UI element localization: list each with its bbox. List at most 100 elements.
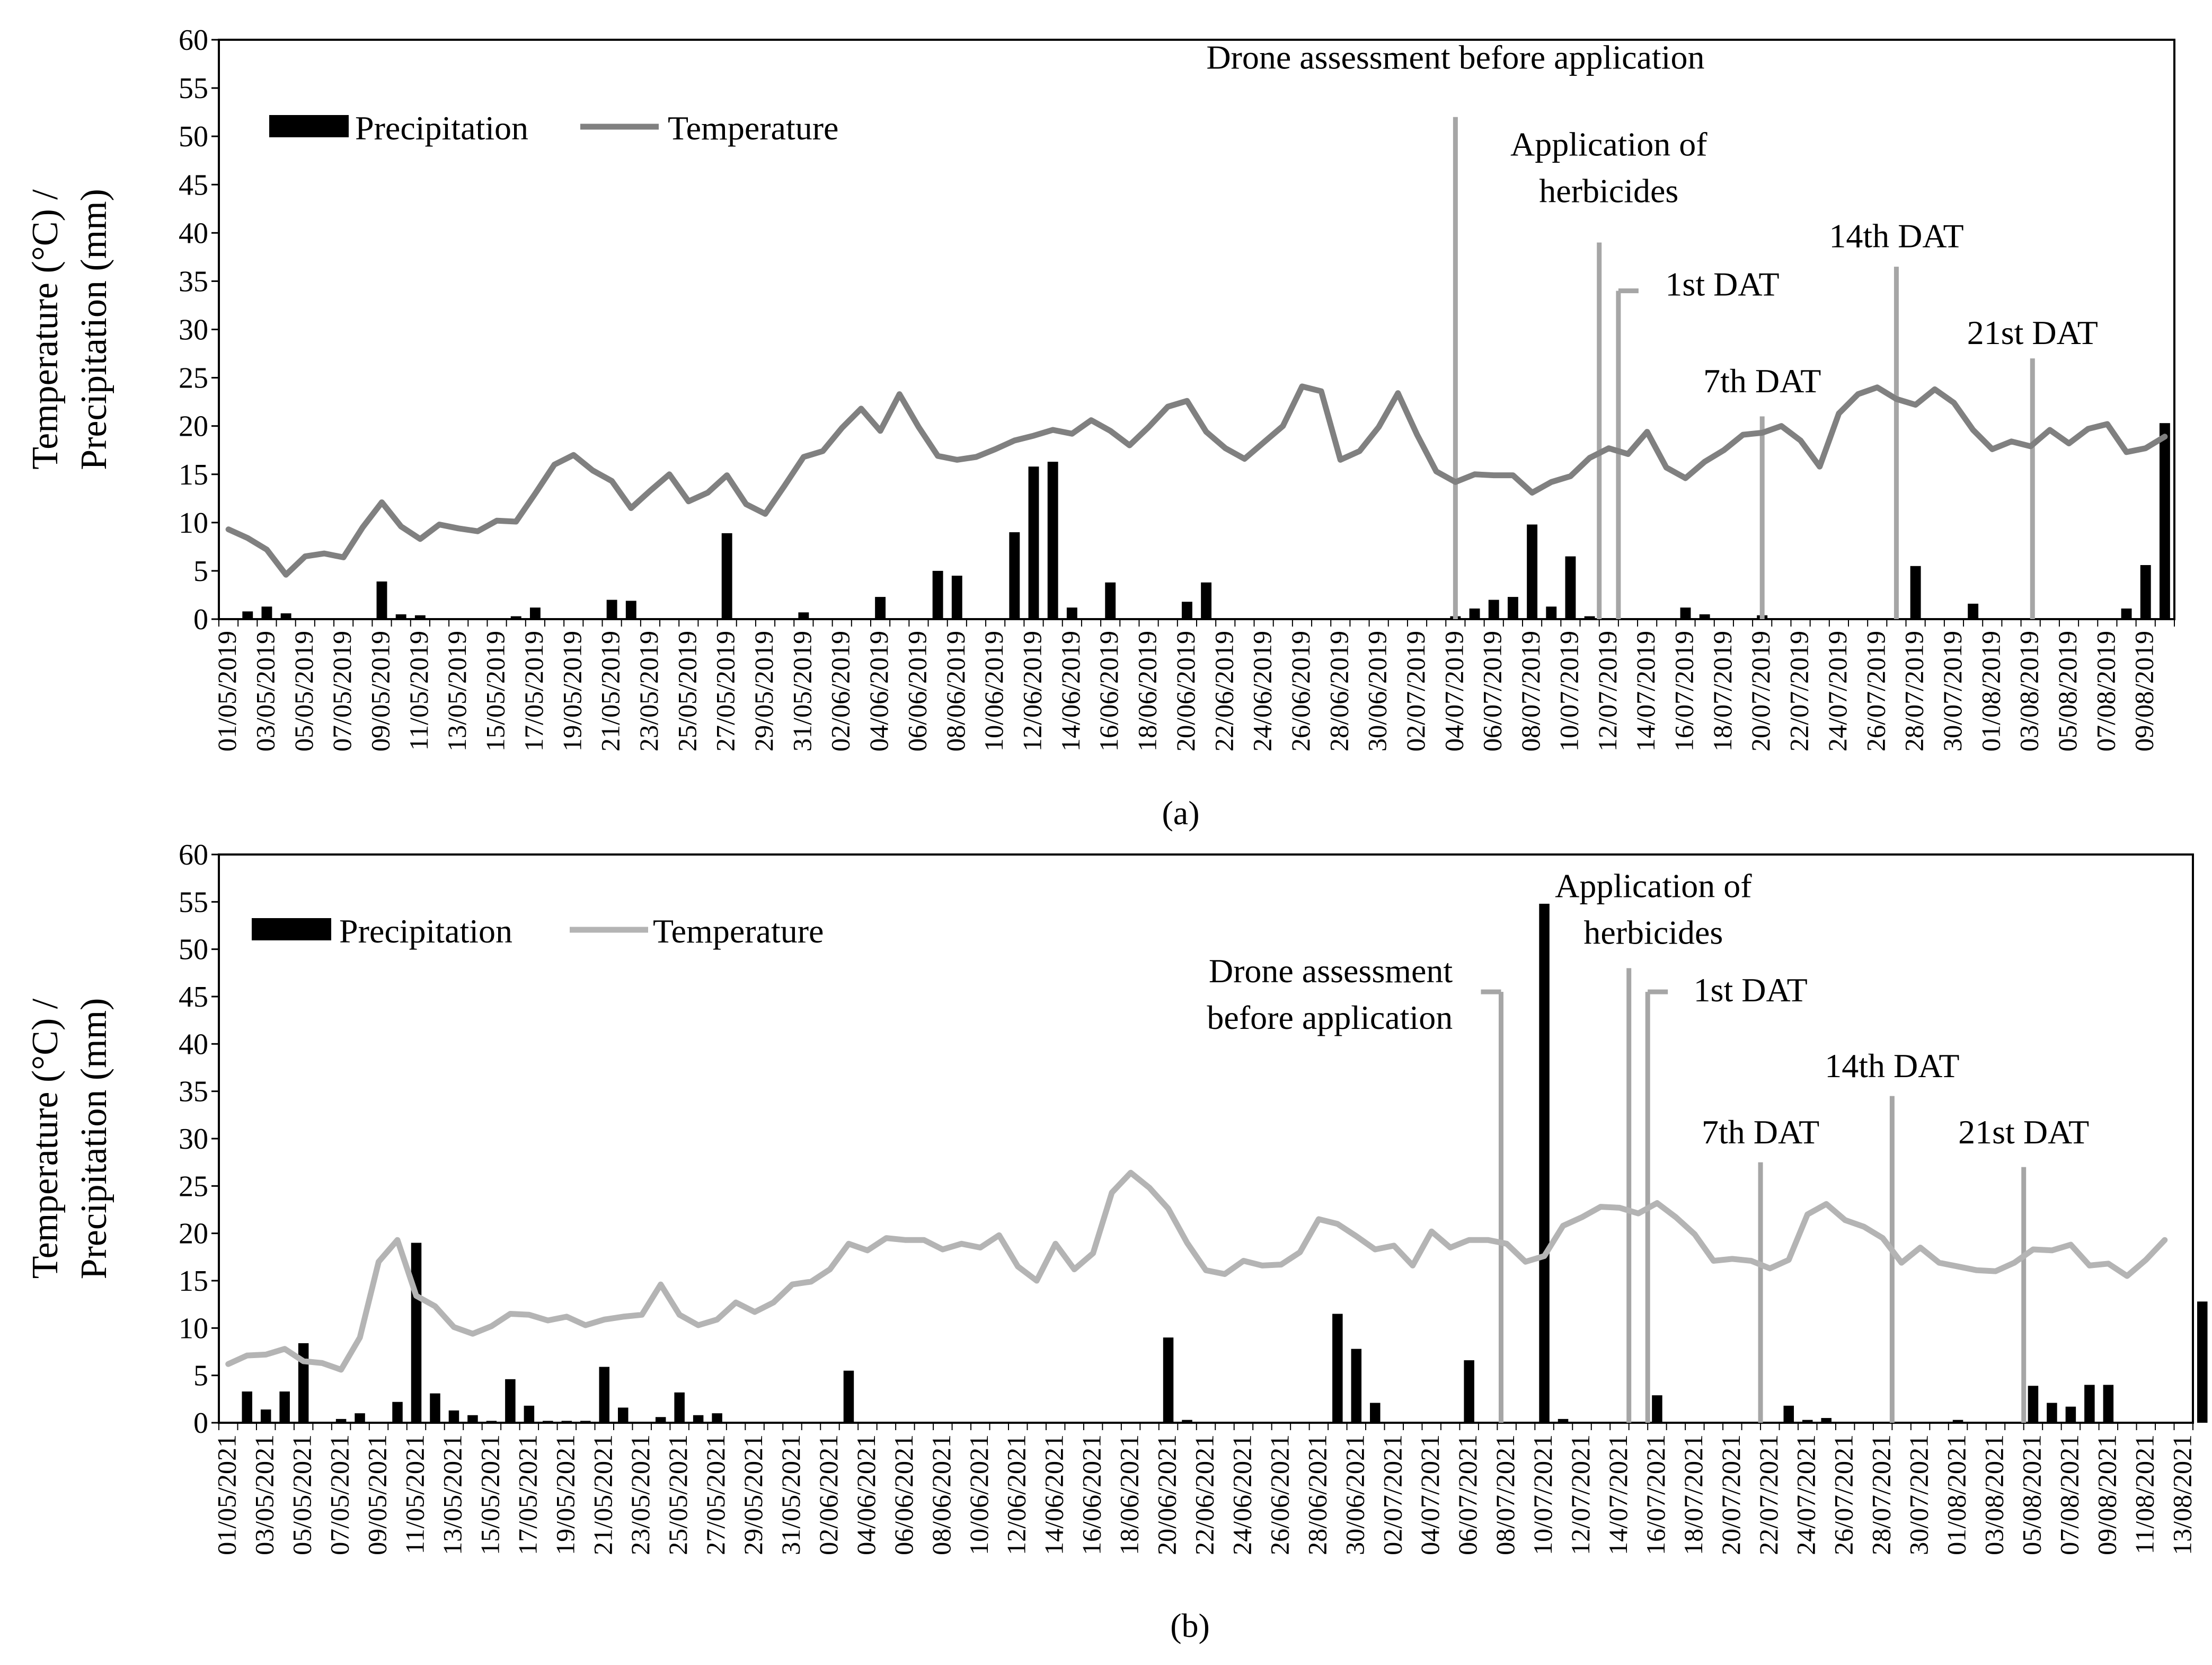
panel-a-precip-bar [2159,423,2170,619]
panel-b-precip-bar [2103,1385,2114,1423]
panel-b-precip-bar [260,1409,271,1423]
panel-b-xtick-label: 14/07/2021 [1603,1434,1633,1555]
panel-a-precip-bar [2140,565,2151,619]
panel-b-ytick-label: 50 [179,933,208,966]
panel-a-precip-bar [1910,566,1921,619]
panel-b-xtick-label: 11/08/2021 [2129,1434,2159,1554]
panel-b-precip-bar [1370,1403,1381,1423]
panel-b-xtick-label: 01/08/2021 [1942,1434,1971,1555]
panel-b-xtick-label: 06/07/2021 [1453,1434,1482,1555]
panel-b-precip-bar [2197,1301,2208,1423]
panel-a-ylabel-line1: Temperature (°C) / [25,189,66,470]
panel-a-xtick-label: 13/05/2019 [442,631,472,752]
panel-a-xtick-label: 30/07/2019 [1937,631,1967,752]
panel-b-precip-bar [1464,1360,1474,1423]
panel-a-xtick-label: 23/05/2019 [634,631,663,752]
panel-b-ytick-label: 0 [193,1407,208,1440]
panel-a-xtick-label: 08/06/2019 [941,631,970,752]
panel-b-xtick-label: 22/06/2021 [1190,1434,1219,1555]
panel-a-xtick-label: 30/06/2019 [1362,631,1392,752]
panel-a-xtick-label: 08/07/2019 [1516,631,1545,752]
panel-b-xtick-label: 02/06/2021 [813,1434,843,1555]
panel-b-xtick-label: 06/06/2021 [889,1434,918,1555]
panel-b-precip-bar [693,1415,704,1423]
panel-b-ytick-label: 30 [179,1123,208,1156]
panel-b-precip-bar [2047,1403,2057,1423]
panel-a-xtick-label: 25/05/2019 [672,631,702,752]
panel-a-ytick-label: 45 [179,169,208,201]
panel-b-precip-bar [355,1413,365,1423]
panel-b-precip-bar [335,1419,347,1423]
panel-a-ytick-label: 50 [179,120,208,153]
panel-b-precip-bar [448,1410,459,1423]
panel-a-precip-bar [1469,608,1480,619]
panel-a-precip-bar [510,616,521,619]
panel-b-precip-bar [674,1392,685,1423]
panel-a-precip-bar [1968,603,1979,619]
panel-b-xtick-label: 07/08/2021 [2054,1434,2084,1555]
panel-a-xtick-label: 03/05/2019 [250,631,280,752]
panel-b-xtick-label: 24/07/2021 [1791,1434,1821,1555]
panel-b-event-label: 7th DAT [1702,1113,1819,1151]
panel-a-precip-bar [932,570,943,619]
panel-a-event-label: 14th DAT [1829,217,1963,255]
panel-b-precip-bar [1351,1349,1362,1423]
panel-a-xtick-label: 05/08/2019 [2052,631,2082,752]
panel-b-xtick-label: 20/07/2021 [1716,1434,1746,1555]
panel-b-precip-bar [279,1391,290,1423]
panel-b-temperature-line [225,1169,2168,1373]
panel-a-precip-bar [261,606,272,619]
panel-b-precip-bar [1558,1419,1569,1423]
panel-a-precip-bar [1527,524,1538,619]
panel-a-xtick-label: 19/05/2019 [557,631,587,752]
panel-b-xtick-label: 10/06/2021 [964,1434,994,1555]
panel-a-precip-bar [951,576,962,619]
panel-b-xtick-label: 31/05/2021 [776,1434,806,1555]
panel-b-event-label: 14th DAT [1825,1047,1959,1085]
panel-a-ytick-label: 55 [179,72,208,105]
panel-a-xtick-label: 27/05/2019 [711,631,740,752]
panel-a-legend-temp-label: Temperature [668,109,838,147]
panel-b-precip-bar [561,1421,572,1423]
panel-b-precip-bar [1802,1420,1813,1423]
panel-b-precip-bar [1821,1418,1831,1423]
panel-b-xtick-label: 03/08/2021 [1979,1434,2009,1555]
panel-b-xtick-label: 28/06/2021 [1302,1434,1332,1555]
panel-b-xtick-label: 30/06/2021 [1340,1434,1369,1555]
panel-b-ytick-label: 45 [179,981,208,1014]
panel-b-precip-bar [1182,1420,1192,1423]
panel-a-xtick-label: 16/06/2019 [1094,631,1123,752]
panel-b-xtick-label: 10/07/2021 [1528,1434,1558,1555]
panel-a-temperature-line [225,383,2168,578]
panel-a-xtick-label: 28/06/2019 [1324,631,1353,752]
panel-a-precip-bar [242,611,253,619]
panel-b-xtick-label: 11/05/2021 [400,1434,430,1554]
panel-b-xtick-label: 18/07/2021 [1678,1434,1708,1555]
panel-b-xtick-label: 18/06/2021 [1114,1434,1144,1555]
panel-a-event-label: 1st DAT [1665,266,1779,303]
panel-a-xtick-label: 09/05/2019 [366,631,395,752]
panel-b-precip-bar [2028,1386,2039,1423]
panel-a-ytick-label: 35 [179,265,208,298]
panel-b-ytick-label: 25 [179,1170,208,1203]
panel-a-ytick-label: 0 [193,603,208,636]
panel-b-precip-bar [467,1415,478,1423]
panel-b-precip-bar [1539,903,1550,1423]
panel-b-xtick-label: 25/05/2021 [663,1434,693,1555]
panel-b-xtick-label: 05/08/2021 [2016,1434,2046,1555]
panel-b-xtick-label: 24/06/2021 [1227,1434,1257,1555]
panel-a-caption: (a) [1162,794,1199,832]
panel-a-xtick-label: 20/06/2019 [1171,631,1200,752]
panel-b-xtick-label: 04/07/2021 [1415,1434,1445,1555]
panel-a-chart: 0 5 10 15 20 25 30 35 40 45 50 55 60 Temperature (°C)… [25,24,2175,832]
panel-b-xtick-label: 01/05/2021 [212,1434,242,1555]
panel-a-ytick-label: 40 [179,217,208,250]
panel-b-chart: 0 5 10 15 20 25 30 35 40 45 50 55 60 Temperature (°C)… [25,839,2208,1644]
panel-b-xtick-label: 16/06/2021 [1077,1434,1107,1555]
panel-a-precip-bar [875,597,886,619]
panel-b-precip-bar [242,1391,252,1423]
panel-a-xtick-label: 12/06/2019 [1017,631,1047,752]
panel-b-precip-bar [599,1367,610,1423]
panel-a-precip-bar [1066,607,1077,619]
panel-a-xtick-label: 09/08/2019 [2129,631,2159,752]
